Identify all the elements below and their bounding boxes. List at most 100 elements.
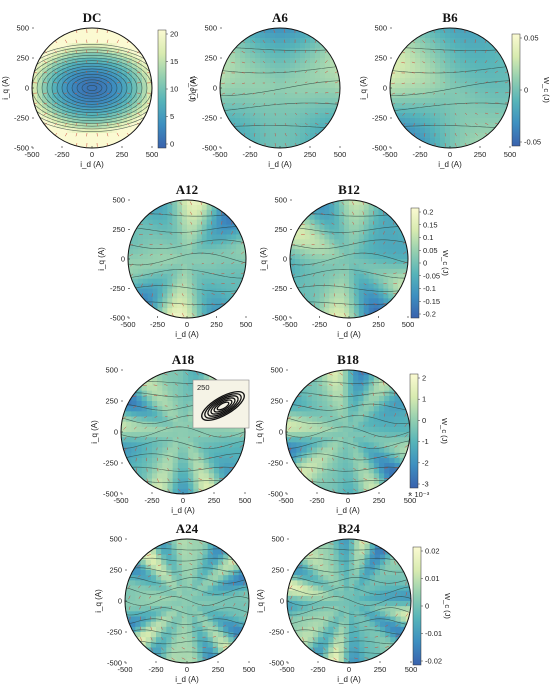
x-tick-label: 250	[474, 150, 487, 159]
y-tick-label: 250	[270, 397, 283, 406]
colorbar-tick-label: 0	[524, 86, 528, 95]
x-tick-label: -500	[120, 320, 135, 329]
y-tick-label: 500	[374, 24, 387, 33]
y-tick-label: -500	[202, 144, 217, 153]
x-tick-label: 500	[240, 320, 253, 329]
x-tick-label: -250	[148, 665, 163, 674]
x-tick-label: -500	[117, 665, 132, 674]
y-tick-label: -500	[103, 490, 118, 499]
y-axis-label: i_q (A)	[259, 247, 268, 271]
x-axis-label: i_d (A)	[337, 330, 361, 339]
y-tick-label: 0	[121, 255, 125, 264]
y-axis-label: i_q (A)	[256, 589, 265, 613]
colorbar-b6: 0.05 0 -0.05 W_c (J)	[511, 34, 550, 147]
x-tick-label: -500	[282, 320, 297, 329]
y-tick-label: 500	[105, 366, 118, 375]
x-tick-label: -250	[312, 320, 327, 329]
x-axis-label: i_d (A)	[171, 506, 195, 515]
colorbar-tick-label: 5	[170, 112, 174, 121]
colorbar-tick-label: 0.05	[423, 246, 438, 255]
inset-tick: 250	[197, 383, 210, 392]
x-tick-label: 500	[146, 150, 159, 159]
panel-b18: B18 -500 -250 0 250 500 500 250 0 -250 -500 i_d (A)…	[255, 352, 449, 515]
colorbar-tick-label: -0.05	[524, 138, 541, 147]
colorbar-tick-label: -0.02	[425, 657, 442, 666]
x-tick-label: -500	[24, 150, 39, 159]
panel-title: B18	[337, 352, 359, 367]
y-tick-label: 0	[114, 428, 118, 437]
colorbar-exponent: × 10⁻³	[408, 490, 430, 499]
x-tick-label: 0	[347, 665, 351, 674]
y-tick-label: -500	[272, 314, 287, 323]
x-tick-label: -250	[150, 320, 165, 329]
y-tick-label: -250	[107, 628, 122, 637]
y-tick-label: -500	[269, 659, 284, 668]
y-axis-label: i_q (A)	[189, 76, 198, 100]
colorbar-dc: 20 15 10 5 0 W_c (J)	[157, 30, 197, 149]
x-tick-label: 500	[243, 665, 256, 674]
colorbar-tick-label: -0.01	[425, 629, 442, 638]
x-tick-label: 500	[405, 665, 418, 674]
x-tick-label: -250	[309, 496, 324, 505]
x-axis-label: i_d (A)	[268, 160, 292, 169]
x-tick-label: -250	[54, 150, 69, 159]
panel-title: A6	[272, 10, 288, 25]
colorbar-tick-label: -0.05	[423, 271, 440, 280]
y-tick-label: 0	[118, 597, 122, 606]
colorbar-tick-label: 0	[170, 140, 174, 149]
colorbar-tick-label: 10	[170, 85, 178, 94]
x-tick-label: -250	[310, 665, 325, 674]
inset-a18: 250	[192, 379, 250, 429]
contours-b18	[286, 370, 410, 483]
colorbar-label: W_c (J)	[441, 250, 450, 276]
x-axis-label: i_d (A)	[336, 506, 360, 515]
x-tick-label: 250	[208, 496, 221, 505]
x-tick-label: -250	[242, 150, 257, 159]
y-tick-label: 500	[271, 535, 284, 544]
panel-a6: A6 -500 -250 0 250 500 500 250 0 -250 -500 i_d (A) i…	[189, 10, 346, 169]
y-tick-label: 250	[374, 54, 387, 63]
y-axis-label: i_q (A)	[94, 589, 103, 613]
panel-title: B6	[442, 10, 458, 25]
y-tick-label: 500	[109, 535, 122, 544]
colorbar-label: W_c (J)	[443, 593, 452, 619]
x-axis-label: i_d (A)	[175, 330, 199, 339]
colorbar-tick-label: 0.05	[524, 34, 539, 43]
colorbar-b24: 0.02 0.01 0 -0.01 -0.02 W_c (J)	[412, 547, 452, 666]
y-tick-label: 500	[204, 24, 217, 33]
panel-b24: B24 -500 -250 0 250 500 500 250 0 -250 -500 i_d (A)…	[256, 521, 452, 684]
colorbar-tick-label: 20	[170, 30, 178, 39]
panel-a24: A24 -500 -250 0 250 500 500 250 0 -250 -500 i_d (A)…	[94, 521, 255, 684]
panel-b12: B12 -500 -250 0 250 500 500 250 0 -250 -500 i_d (A)…	[259, 182, 450, 339]
colorbar-tick-label: -3	[422, 480, 429, 489]
y-tick-label: 500	[270, 366, 283, 375]
x-tick-label: 0	[278, 150, 282, 159]
panel-title: B12	[338, 182, 360, 197]
colorbar-tick-label: 15	[170, 57, 178, 66]
x-tick-label: 0	[448, 150, 452, 159]
colorbar-tick-label: 0.02	[425, 547, 440, 556]
y-tick-label: 500	[16, 24, 29, 33]
y-tick-label: 0	[279, 428, 283, 437]
colorbar-label: W_c (J)	[188, 76, 197, 102]
contours-dc	[32, 44, 152, 132]
y-tick-label: -250	[202, 114, 217, 123]
y-tick-label: 0	[283, 255, 287, 264]
panel-a12: A12 -500 -250 0 250 500 500 250 0 -250 -500 i_d (A)…	[97, 182, 252, 339]
y-axis-label: i_q (A)	[90, 420, 99, 444]
colorbar-tick-label: 0.2	[423, 208, 433, 217]
x-axis-label: i_d (A)	[80, 160, 104, 169]
quiver-a24	[127, 541, 247, 661]
y-tick-label: 250	[271, 566, 284, 575]
panel-title: DC	[83, 10, 102, 25]
y-axis-label: i_q (A)	[97, 247, 106, 271]
x-tick-label: 0	[346, 496, 350, 505]
colorbar-tick-label: 1	[422, 395, 426, 404]
x-tick-label: 250	[116, 150, 129, 159]
x-tick-label: 0	[347, 320, 351, 329]
colorbar-tick-label: -1	[422, 437, 429, 446]
colorbar-tick-label: -0.1	[423, 284, 436, 293]
x-tick-label: 250	[212, 665, 225, 674]
colorbar-label: W_c (J)	[542, 77, 550, 103]
